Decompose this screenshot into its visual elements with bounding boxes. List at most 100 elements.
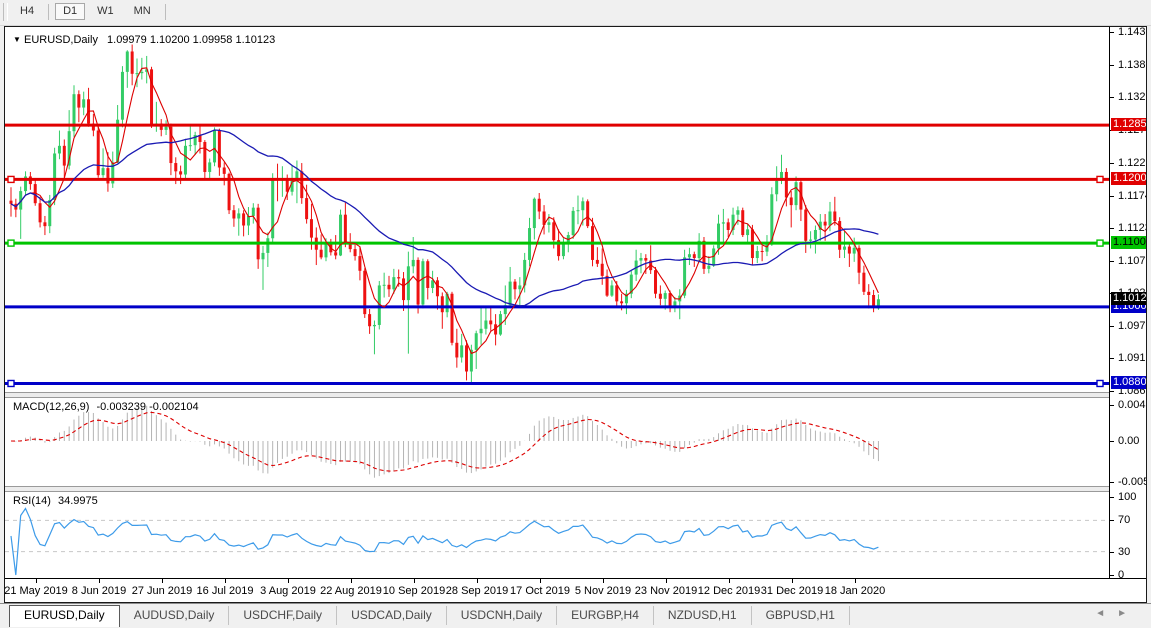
candle-body: [57, 145, 61, 154]
time-axis-label: 16 Jul 2019: [196, 585, 254, 597]
pane-separator-2[interactable]: [5, 486, 1146, 492]
time-axis-tickmark: [729, 579, 730, 583]
macd-pane[interactable]: [5, 398, 1109, 486]
rsi-axis-tick-label: 100: [1118, 491, 1137, 503]
rsi-axis-tickmark: [1110, 575, 1114, 576]
macd-histogram: [15, 405, 879, 478]
symbol-dropdown-icon[interactable]: ▼: [13, 35, 21, 44]
candle-body: [261, 252, 265, 260]
candle-body: [852, 247, 856, 254]
candle-body: [508, 281, 512, 306]
candle-body: [392, 277, 396, 290]
price-axis-tick-label: 1.09705: [1118, 320, 1146, 332]
timeframe-button-w1[interactable]: W1: [97, 5, 114, 17]
candle-body: [217, 130, 221, 168]
candle-body: [334, 252, 338, 256]
candle-body: [731, 214, 735, 230]
tab-audusd-daily[interactable]: AUDUSD,Daily: [120, 606, 230, 625]
price-axis-tick-label: 1.10725: [1118, 255, 1146, 267]
tab-usdcad-daily[interactable]: USDCAD,Daily: [337, 606, 447, 625]
candle-body: [523, 259, 527, 286]
candle-body: [813, 229, 817, 240]
hline-handle-left-1.12003[interactable]: [7, 175, 15, 184]
rsi-label: RSI(14) 34.9975: [13, 495, 98, 508]
macd-axis-tick-label: 0.00463: [1118, 399, 1146, 411]
rsi-line: [10, 507, 879, 576]
candle-body: [654, 270, 658, 294]
hline-handle-right-1.12003[interactable]: [1096, 175, 1104, 184]
candle-body: [746, 229, 750, 236]
price-axis-tick-label: 1.09195: [1118, 352, 1146, 364]
candle-body: [426, 261, 430, 288]
candle-body: [445, 293, 449, 313]
tab-gbpusd-h1[interactable]: GBPUSD,H1: [752, 606, 850, 625]
candle-body: [256, 207, 260, 260]
candle-body: [736, 210, 740, 215]
macd-values: -0.003239 -0.002104: [96, 401, 199, 413]
time-axis-label: 10 Sep 2019: [382, 585, 446, 597]
slow-ma-line: [10, 129, 879, 307]
candle-body: [683, 257, 687, 296]
price-axis-tickmark: [1110, 196, 1114, 197]
candle-body: [140, 71, 144, 74]
candle-body: [251, 207, 255, 216]
rsi-pane[interactable]: [5, 492, 1109, 578]
candle-body: [867, 291, 871, 295]
time-axis-label: 5 Nov 2019: [574, 585, 632, 597]
time-axis-tickmark: [351, 579, 352, 583]
hline-handle-left-1.11004[interactable]: [7, 239, 15, 247]
timeframe-button-h4[interactable]: H4: [20, 5, 35, 17]
candle-body: [780, 171, 784, 181]
candle-body: [96, 130, 100, 176]
price-axis-tick-label: 1.11235: [1118, 222, 1146, 234]
candle-body: [198, 134, 202, 143]
macd-signal-line: [10, 411, 879, 472]
candle-body: [169, 126, 173, 164]
candle-body: [309, 219, 313, 238]
candle-body: [620, 301, 624, 304]
candle-body: [387, 284, 391, 290]
candle-body: [765, 244, 769, 252]
tab-eurgbp-h4[interactable]: EURGBP,H4: [557, 606, 654, 625]
candle-body: [833, 211, 837, 222]
candle-body: [145, 69, 149, 72]
tab-nzdusd-h1[interactable]: NZDUSD,H1: [654, 606, 752, 625]
hline-handle-right-1.11004[interactable]: [1096, 239, 1104, 247]
candle-body: [348, 242, 352, 250]
candle-body: [469, 349, 473, 372]
candle-body: [726, 222, 730, 230]
time-axis-label: 3 Aug 2019: [260, 585, 316, 597]
price-axis-tick-label: 1.13290: [1118, 91, 1146, 103]
tab-eurusd-daily[interactable]: EURUSD,Daily: [9, 605, 120, 627]
candle-body: [513, 281, 517, 290]
candle-body: [658, 293, 662, 299]
price-badge-1.08802: 1.08802: [1111, 376, 1146, 389]
timeframe-button-mn[interactable]: MN: [133, 5, 151, 17]
candle-body: [770, 194, 774, 245]
candle-body: [150, 69, 154, 126]
candle-body: [237, 213, 241, 219]
candle-body: [232, 210, 236, 219]
tab-usdchf-daily[interactable]: USDCHF,Daily: [229, 606, 338, 625]
time-axis-tickmark: [162, 579, 163, 583]
candle-body: [576, 210, 580, 212]
tabs-scroll-right-icon[interactable]: ►: [1117, 608, 1139, 619]
price-pane[interactable]: [5, 29, 1109, 392]
chart-title: ▼ EURUSD,Daily 1.09979 1.10200 1.09958 1…: [13, 33, 275, 47]
toolbar-separator: [164, 4, 166, 20]
price-axis-tick-label: 1.11745: [1118, 190, 1146, 202]
pane-separator-1[interactable]: [5, 392, 1146, 398]
candle-body: [775, 180, 779, 195]
tabs-scroll-left-icon[interactable]: ◄: [1095, 608, 1118, 619]
tab-usdcnh-daily[interactable]: USDCNH,Daily: [447, 606, 558, 625]
candle-body: [465, 345, 469, 372]
hline-handle-right-1.08802[interactable]: [1096, 379, 1104, 388]
candle-body: [804, 209, 808, 241]
candle-body: [159, 123, 163, 130]
candle-body: [120, 71, 124, 120]
timeframe-button-d1[interactable]: D1: [55, 3, 86, 20]
time-axis-tickmark: [414, 579, 415, 583]
candle-body: [188, 145, 192, 147]
candle-body: [503, 305, 507, 315]
hline-handle-left-1.08802[interactable]: [7, 379, 15, 388]
